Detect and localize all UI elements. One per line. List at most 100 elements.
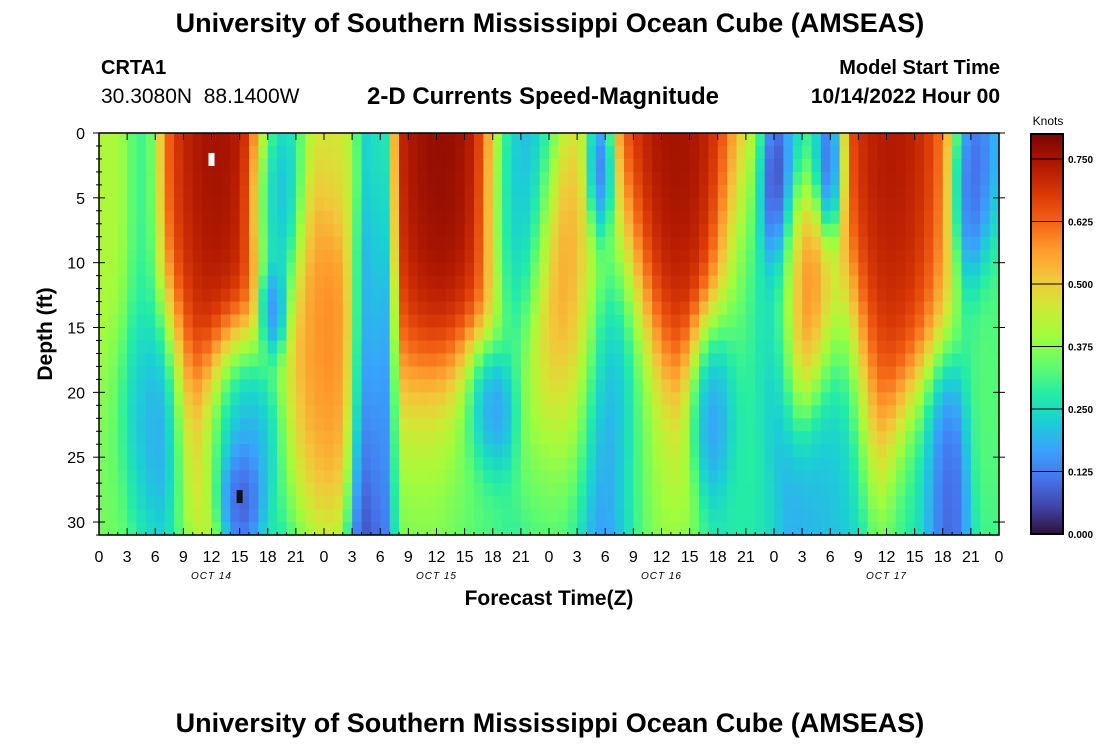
heatmap-cell <box>455 197 466 212</box>
heatmap-cell <box>699 133 709 147</box>
heatmap-cell <box>905 327 916 342</box>
heatmap-cell <box>980 509 991 523</box>
heatmap-cell <box>595 171 606 186</box>
heatmap-cell <box>249 483 259 497</box>
heatmap-cell <box>567 457 578 471</box>
heatmap-cell <box>933 158 944 173</box>
heatmap-cell <box>961 197 972 212</box>
heatmap-cell <box>277 405 288 419</box>
heatmap-cell <box>427 249 438 264</box>
heatmap-cell <box>811 444 822 458</box>
heatmap-cell <box>642 288 653 303</box>
heatmap-cell <box>127 496 138 510</box>
heatmap-cell <box>324 522 334 536</box>
heatmap-cell <box>624 405 634 419</box>
heatmap-cell <box>924 184 934 199</box>
heatmap-cell <box>849 145 859 160</box>
heatmap-cell <box>961 145 972 160</box>
heatmap-cell <box>661 340 672 355</box>
heatmap-cell <box>867 405 878 419</box>
heatmap-cell <box>352 353 363 368</box>
heatmap-cell <box>624 158 634 173</box>
heatmap-cell <box>886 431 897 445</box>
heatmap-cell <box>961 431 972 445</box>
heatmap-cell <box>324 392 334 406</box>
heatmap-cell <box>670 392 681 406</box>
heatmap-cell <box>745 418 756 432</box>
heatmap-cell <box>464 288 475 303</box>
heatmap-cell <box>370 379 381 393</box>
heatmap-cell <box>914 288 925 303</box>
heatmap-cell <box>155 509 166 523</box>
heatmap-cell <box>408 262 419 277</box>
heatmap-cell <box>333 522 344 536</box>
heatmap-cell <box>342 522 353 536</box>
heatmap-cell <box>877 262 888 277</box>
heatmap-cell <box>689 133 700 147</box>
heatmap-cell <box>417 470 428 484</box>
heatmap-cell <box>380 496 391 510</box>
heatmap-cell <box>699 379 709 393</box>
heatmap-cell <box>389 392 400 406</box>
heatmap-cell <box>567 509 578 523</box>
heatmap-cell <box>408 457 419 471</box>
heatmap-cell <box>399 392 409 406</box>
heatmap-cell <box>858 418 869 432</box>
heatmap-cell <box>174 522 184 536</box>
heatmap-cell <box>370 418 381 432</box>
colorbar-title: Knots <box>1033 114 1064 128</box>
heatmap-cell <box>230 405 241 419</box>
heatmap-cell <box>211 223 222 238</box>
heatmap-cell <box>108 444 119 458</box>
heatmap-cell <box>155 249 166 264</box>
heatmap-cell <box>783 327 794 342</box>
heatmap-cell <box>399 223 409 238</box>
heatmap-cell <box>117 288 128 303</box>
heatmap-cell <box>174 145 184 160</box>
heatmap-cell <box>924 210 934 225</box>
heatmap-cell <box>717 496 728 510</box>
heatmap-cell <box>989 418 1000 432</box>
heatmap-cell <box>745 327 756 342</box>
heatmap-cell <box>980 133 991 147</box>
heatmap-cell <box>399 522 409 536</box>
heatmap-cell <box>858 314 869 329</box>
heatmap-cell <box>670 210 681 225</box>
heatmap-cell <box>877 405 888 419</box>
heatmap-cell <box>736 249 747 264</box>
heatmap-cell <box>839 496 850 510</box>
heatmap-cell <box>970 197 981 212</box>
heatmap-cell <box>614 340 625 355</box>
heatmap-cell <box>220 496 231 510</box>
day-label: OCT 14 <box>191 571 232 582</box>
heatmap-cell <box>952 327 963 342</box>
heatmap-cell <box>314 314 325 329</box>
heatmap-cell <box>774 340 784 355</box>
heatmap-cell <box>520 133 531 147</box>
heatmap-cell <box>117 340 128 355</box>
heatmap-cell <box>680 158 691 173</box>
heatmap-cell <box>164 314 175 329</box>
heatmap-cell <box>511 379 522 393</box>
heatmap-cell <box>183 327 194 342</box>
heatmap-cell <box>586 145 597 160</box>
heatmap-cell <box>877 418 888 432</box>
heatmap-cell <box>830 405 841 419</box>
heatmap-cell <box>192 431 203 445</box>
heatmap-cell <box>399 236 409 251</box>
heatmap-cell <box>558 418 569 432</box>
heatmap-cell <box>549 197 559 212</box>
heatmap-cell <box>839 340 850 355</box>
heatmap-cell <box>886 197 897 212</box>
heatmap-cell <box>642 418 653 432</box>
heatmap-cell <box>605 431 616 445</box>
heatmap-cell <box>905 145 916 160</box>
heatmap-cell <box>989 340 1000 355</box>
heatmap-cell <box>595 483 606 497</box>
heatmap-cell <box>530 509 541 523</box>
heatmap-cell <box>577 145 588 160</box>
heatmap-cell <box>839 197 850 212</box>
heatmap-cell <box>783 366 794 380</box>
heatmap-cell <box>455 236 466 251</box>
heatmap-cell <box>642 133 653 147</box>
